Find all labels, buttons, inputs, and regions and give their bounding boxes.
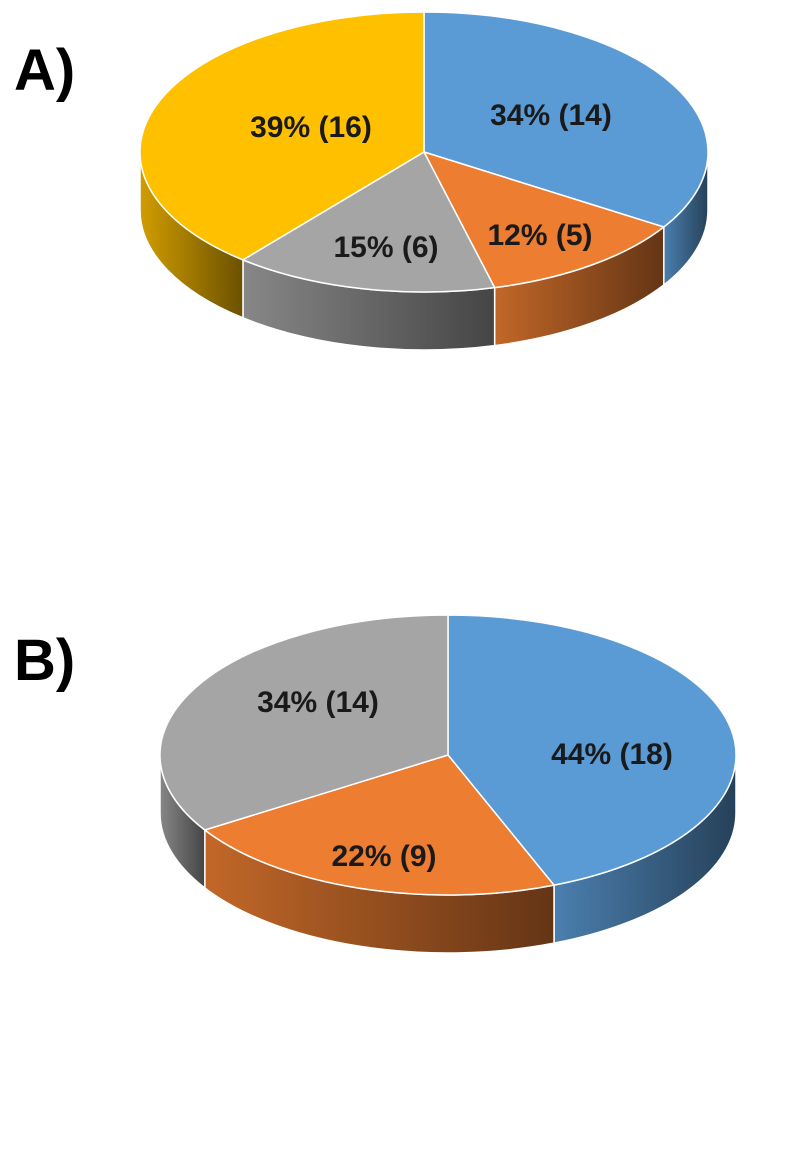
slice-4 xyxy=(139,11,425,261)
data-label-3: 15% (6) xyxy=(333,231,438,264)
data-label-1: 44% (18) xyxy=(551,738,673,771)
panel-label-a: A) xyxy=(14,38,75,103)
slice-1 xyxy=(423,11,709,228)
panel-label-b: B) xyxy=(14,628,75,693)
slice-3 xyxy=(159,614,449,831)
slice-2 xyxy=(204,754,555,896)
slice-3 xyxy=(242,151,496,293)
data-label-2: 12% (5) xyxy=(487,219,592,252)
data-label-2: 22% (9) xyxy=(331,840,436,873)
pie-chart-a: 34% (14) 12% (5) 15% (6) 39% (16) xyxy=(139,11,709,351)
slice-2 xyxy=(423,151,665,289)
data-label-4: 39% (16) xyxy=(250,111,372,144)
slice-1 xyxy=(447,614,737,886)
data-label-1: 34% (14) xyxy=(490,99,612,132)
pie-chart-b: 44% (18) 22% (9) 34% (14) xyxy=(159,614,737,954)
data-label-3: 34% (14) xyxy=(257,686,379,719)
